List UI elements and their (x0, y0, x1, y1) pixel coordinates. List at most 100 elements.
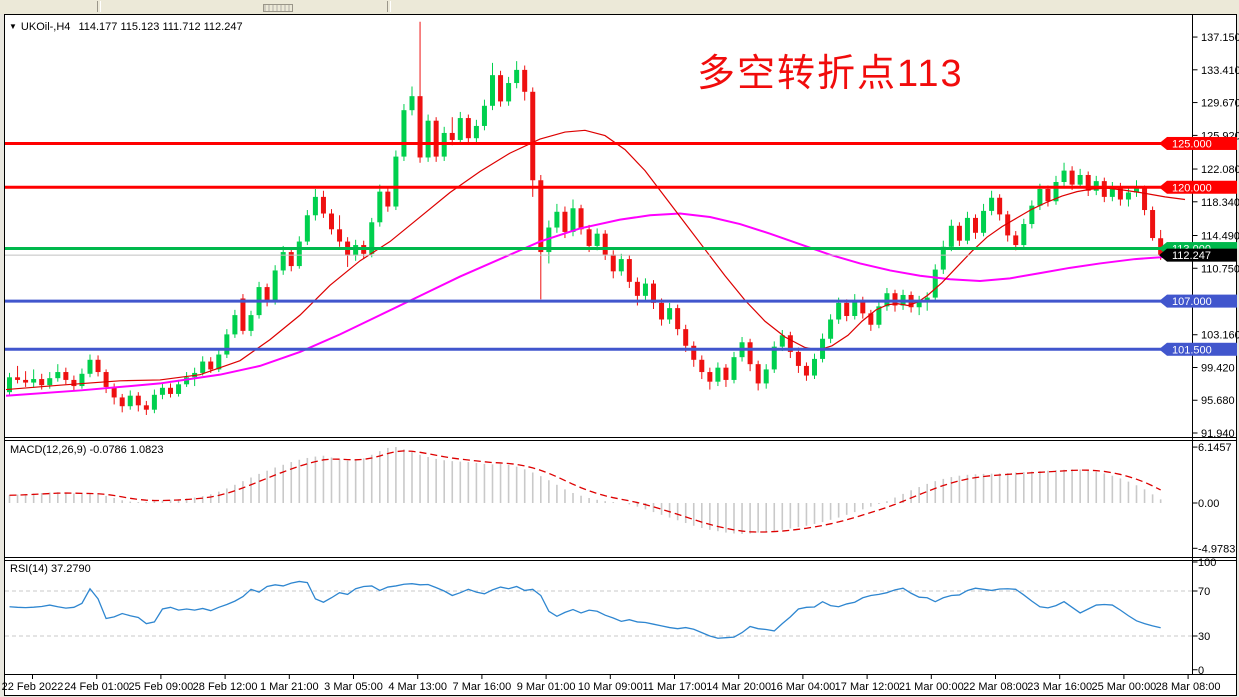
candle-body (449, 132, 455, 140)
candle-body (828, 319, 834, 339)
price-tick-label: 103.160 (1201, 330, 1239, 342)
price-flag-101.500[interactable] (1167, 342, 1237, 356)
candle-body (1101, 181, 1107, 197)
symbol-dropdown-icon[interactable]: ▼ (9, 22, 17, 31)
candle-body (675, 308, 681, 330)
candle-body (997, 197, 1003, 215)
time-axis-label: 23 Mar 16:00 (1027, 681, 1092, 693)
time-axis-label: 10 Mar 09:00 (578, 681, 643, 693)
candle-body (31, 379, 37, 383)
candle-body (932, 269, 938, 298)
candle-body (200, 361, 206, 373)
price-flag-label: 112.247 (1172, 250, 1211, 262)
rsi-value: 37.2790 (50, 563, 91, 575)
candle-body (47, 378, 53, 386)
candle-body (699, 359, 705, 373)
candle-body (1029, 205, 1035, 225)
price-flag-arrow[interactable] (1159, 248, 1167, 262)
candle-body (892, 293, 898, 306)
candle-body (498, 75, 504, 102)
candle-body (39, 379, 45, 386)
price-tick-label: 110.750 (1201, 263, 1239, 275)
time-axis-label: 3 Mar 05:00 (324, 681, 383, 693)
time-axis-label: 28 Mar 08:00 (1156, 681, 1221, 693)
rsi-tick-label: 100 (1198, 557, 1216, 569)
candle-body (787, 335, 793, 352)
candle-body (135, 395, 141, 406)
candle-body (1005, 214, 1011, 236)
price-tick-label: 91.940 (1201, 428, 1235, 440)
toolbar-separator (387, 1, 391, 12)
candle-body (506, 83, 512, 102)
time-axis-label: 25 Feb 09:00 (128, 681, 193, 693)
price-flag-112.247[interactable] (1167, 248, 1237, 262)
candle-body (651, 283, 656, 303)
macd-signal-line (9, 450, 1161, 533)
candle-body (964, 217, 970, 241)
price-tick-label: 99.420 (1201, 362, 1235, 374)
candle-body (272, 270, 278, 302)
candle-body (490, 75, 495, 106)
candle-body (329, 213, 334, 230)
price-tick-label: 118.340 (1201, 197, 1239, 209)
macd-indicator-label: MACD(12,26,9) -0.0786 1.0823 (10, 444, 164, 457)
candle-body (312, 196, 318, 216)
time-axis-label: 4 Mar 13:00 (388, 681, 447, 693)
rsi-name: RSI(14) (10, 563, 48, 575)
candle-body (860, 300, 866, 314)
candle-body (143, 405, 149, 410)
price-flag-arrow[interactable] (1159, 294, 1167, 308)
candle-body (296, 241, 302, 267)
price-flag-120.000[interactable] (1167, 180, 1237, 194)
macd-tick-label: 0.00 (1198, 498, 1219, 510)
price-flag-arrow[interactable] (1159, 136, 1167, 150)
candle-body (795, 351, 801, 366)
candle-body (626, 259, 632, 282)
chart-title-ohlc: 114.177 115.123 111.712 112.247 (78, 21, 243, 33)
candle-body (425, 120, 431, 158)
price-flag-107.000[interactable] (1167, 294, 1237, 308)
candle-body (602, 233, 608, 255)
candle-body (168, 387, 173, 394)
candle-body (707, 372, 713, 382)
candle-body (240, 298, 246, 331)
price-flag-arrow[interactable] (1159, 342, 1167, 356)
price-flag-125.000[interactable] (1167, 136, 1237, 150)
candle-body (119, 397, 125, 407)
candle-body (111, 386, 117, 398)
time-axis-label: 9 Mar 01:00 (517, 681, 576, 693)
candle-body (337, 229, 343, 242)
candle-body (1061, 170, 1067, 182)
chart-title-symbol: UKOil-,H4 (20, 21, 71, 33)
candle-body (465, 118, 471, 139)
chart-annotation-text: 多空转折点113 (697, 53, 964, 95)
candle-body (264, 287, 270, 302)
rsi-tick-label: 0 (1198, 665, 1204, 677)
rsi-tick-label: 70 (1198, 586, 1210, 598)
candle-body (369, 222, 375, 254)
candle-body (948, 225, 954, 247)
candle-body (570, 208, 576, 232)
candle-body (457, 118, 463, 140)
time-axis-label: 22 Feb 2022 (2, 681, 64, 693)
candle-body (868, 313, 874, 325)
candle-body (755, 364, 761, 384)
time-axis-label: 22 Mar 08:00 (963, 681, 1028, 693)
price-flag-arrow[interactable] (1159, 180, 1167, 194)
candle-body (554, 211, 560, 228)
candle-body (940, 246, 946, 270)
candle-body (79, 373, 85, 387)
macd-values: -0.0786 1.0823 (89, 444, 164, 456)
candle-body (280, 252, 286, 271)
candle-body (1134, 188, 1139, 193)
time-axis-label: 21 Mar 00:00 (899, 681, 964, 693)
candle-body (763, 369, 769, 384)
candle-body (634, 281, 640, 296)
time-axis-label: 7 Mar 16:00 (453, 681, 512, 693)
candle-body (63, 372, 69, 380)
candle-body (95, 359, 101, 373)
toolbar-dropdown-remnant[interactable] (263, 4, 293, 12)
candle-body (216, 354, 222, 370)
chart-title: ▼ UKOil-,H4 114.177 115.123 111.712 112.24… (9, 20, 243, 34)
